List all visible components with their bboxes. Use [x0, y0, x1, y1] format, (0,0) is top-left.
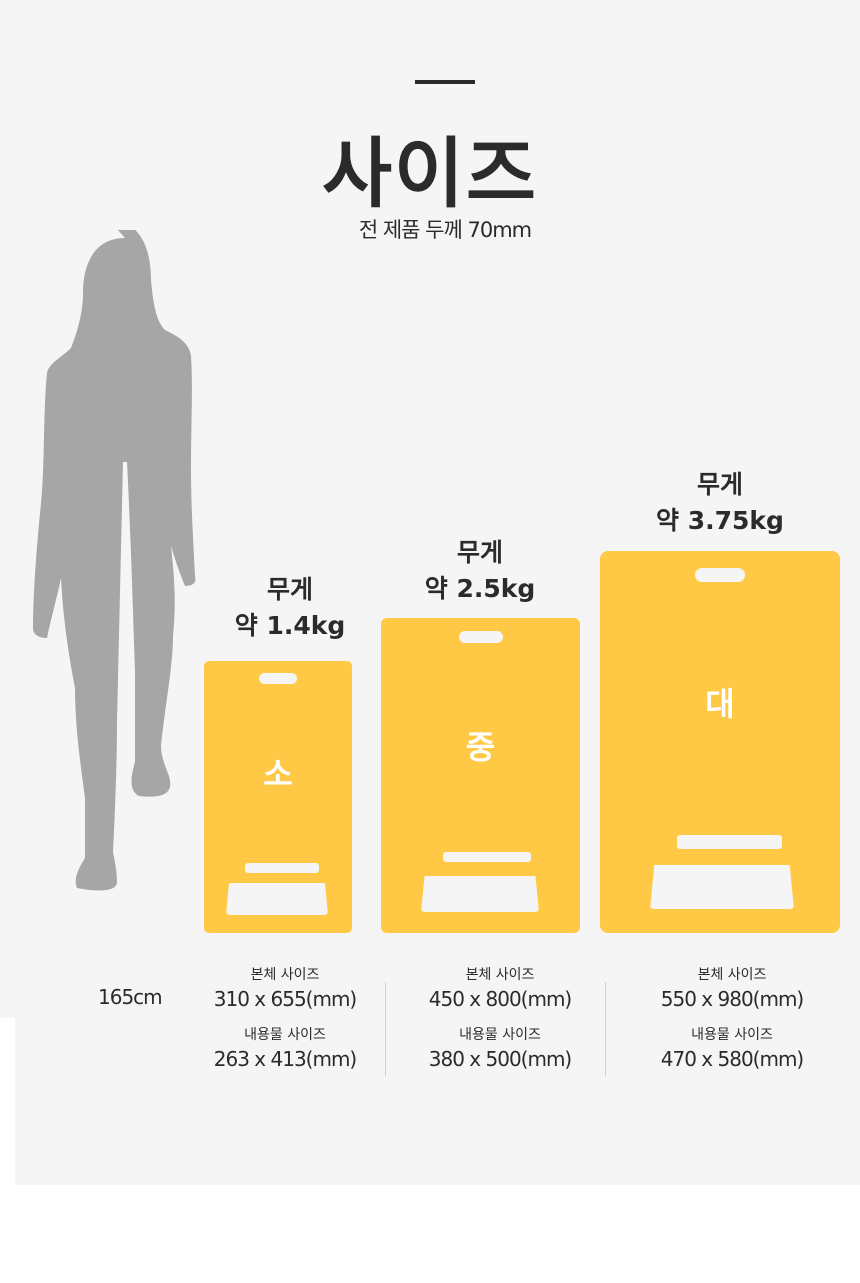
content-window: [226, 883, 328, 915]
content-size-label: 내용물 사이즈: [459, 1027, 541, 1043]
title-bar-decoration: [415, 80, 475, 84]
body-size-label: 본체 사이즈: [697, 967, 767, 983]
page-subtitle: 전 제품 두께 70mm: [358, 218, 532, 242]
body-size-value: 310 x 655(mm): [213, 987, 357, 1011]
content-window: [650, 865, 794, 909]
page-title: 사이즈: [322, 129, 538, 218]
weight-title: 무게: [266, 575, 313, 604]
board-large: 대: [600, 551, 840, 933]
weight-info-medium: 무게 약 2.5kg: [380, 535, 580, 607]
body-size-value: 550 x 980(mm): [660, 987, 804, 1011]
weight-title: 무게: [456, 538, 503, 567]
slot: [245, 863, 319, 873]
content-size-label: 내용물 사이즈: [691, 1027, 773, 1043]
divider: [385, 982, 386, 1076]
handle-hole: [695, 568, 745, 582]
weight-value: 약 3.75kg: [656, 506, 784, 535]
board-label: 대: [705, 685, 735, 723]
weight-value: 약 1.4kg: [234, 611, 346, 640]
content-window: [421, 876, 539, 912]
slot: [443, 852, 531, 862]
board-medium: 중: [381, 618, 580, 933]
weight-info-small: 무게 약 1.4kg: [190, 572, 390, 644]
weight-value: 약 2.5kg: [424, 574, 536, 603]
content-size-value: 380 x 500(mm): [428, 1047, 572, 1071]
person-height: 165cm: [98, 985, 163, 1009]
handle-hole: [459, 631, 503, 643]
board-label: 중: [465, 728, 496, 766]
divider: [605, 982, 606, 1076]
body-size-value: 450 x 800(mm): [428, 987, 572, 1011]
spec-large: 본체 사이즈 550 x 980(mm) 내용물 사이즈 470 x 580(m…: [632, 966, 832, 1086]
slot: [677, 835, 782, 849]
content-size-value: 470 x 580(mm): [660, 1047, 804, 1071]
handle-hole: [259, 673, 297, 684]
board-small: 소: [204, 661, 352, 933]
spec-small: 본체 사이즈 310 x 655(mm) 내용물 사이즈 263 x 413(m…: [185, 966, 385, 1086]
background-lower: [15, 1018, 860, 1185]
weight-info-large: 무게 약 3.75kg: [620, 467, 820, 539]
body-size-label: 본체 사이즈: [465, 967, 535, 983]
content-size-label: 내용물 사이즈: [244, 1027, 326, 1043]
board-label: 소: [263, 755, 293, 793]
body-size-label: 본체 사이즈: [250, 967, 320, 983]
content-size-value: 263 x 413(mm): [213, 1047, 357, 1071]
weight-title: 무게: [696, 470, 743, 499]
spec-medium: 본체 사이즈 450 x 800(mm) 내용물 사이즈 380 x 500(m…: [400, 966, 600, 1086]
person-silhouette-icon: [33, 230, 196, 891]
